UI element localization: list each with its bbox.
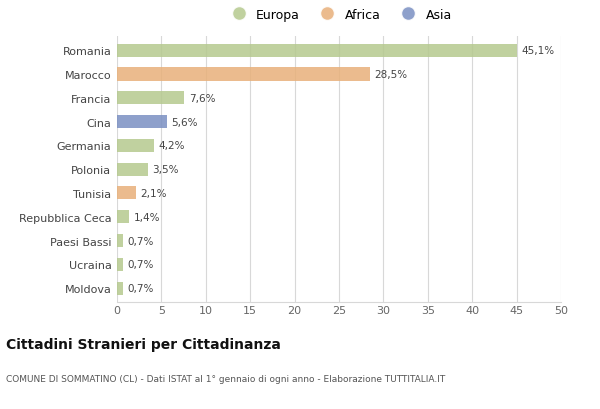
Text: 2,1%: 2,1% <box>140 189 167 198</box>
Bar <box>117 234 123 247</box>
Text: 45,1%: 45,1% <box>522 46 555 56</box>
Text: 0,7%: 0,7% <box>128 283 154 293</box>
Text: 1,4%: 1,4% <box>134 212 160 222</box>
Text: 4,2%: 4,2% <box>159 141 185 151</box>
Bar <box>117 187 136 200</box>
Text: 7,6%: 7,6% <box>189 94 215 103</box>
Text: COMUNE DI SOMMATINO (CL) - Dati ISTAT al 1° gennaio di ogni anno - Elaborazione : COMUNE DI SOMMATINO (CL) - Dati ISTAT al… <box>6 374 445 383</box>
Bar <box>117 258 123 271</box>
Bar <box>117 68 370 81</box>
Bar <box>117 211 130 224</box>
Bar <box>117 139 154 153</box>
Text: 0,7%: 0,7% <box>128 260 154 270</box>
Bar <box>117 45 517 58</box>
Text: Cittadini Stranieri per Cittadinanza: Cittadini Stranieri per Cittadinanza <box>6 337 281 351</box>
Bar <box>117 116 167 129</box>
Text: 28,5%: 28,5% <box>374 70 407 80</box>
Text: 0,7%: 0,7% <box>128 236 154 246</box>
Bar <box>117 163 148 176</box>
Legend: Europa, Africa, Asia: Europa, Africa, Asia <box>226 9 452 21</box>
Text: 3,5%: 3,5% <box>152 165 179 175</box>
Bar <box>117 92 184 105</box>
Bar <box>117 282 123 295</box>
Text: 5,6%: 5,6% <box>171 117 197 127</box>
